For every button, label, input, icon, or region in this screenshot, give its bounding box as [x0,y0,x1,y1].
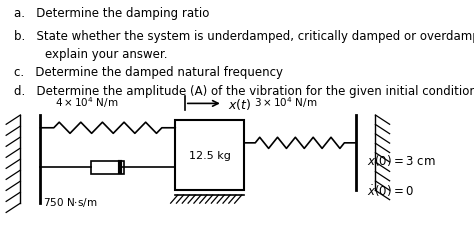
Text: 750 N$\cdot$s/m: 750 N$\cdot$s/m [43,195,97,208]
Text: $x(t)$: $x(t)$ [228,97,251,111]
Text: a.   Determine the damping ratio: a. Determine the damping ratio [14,7,210,20]
Text: b.   State whether the system is underdamped, critically damped or overdamped,: b. State whether the system is underdamp… [14,30,474,43]
Bar [91,161,124,174]
Text: d.   Determine the amplitude (A) of the vibration for the given initial conditio: d. Determine the amplitude (A) of the vi… [14,84,474,97]
Text: $\dot{x}(0) = 0$: $\dot{x}(0) = 0$ [367,183,414,198]
Text: 12.5 kg: 12.5 kg [189,150,231,160]
Text: explain your answer.: explain your answer. [45,47,167,60]
Text: $4 \times 10^4$ N/m: $4 \times 10^4$ N/m [55,95,118,110]
Bar [175,120,244,191]
Text: c.   Determine the damped natural frequency: c. Determine the damped natural frequenc… [14,66,283,79]
Text: $3 \times 10^4$ N/m: $3 \times 10^4$ N/m [254,95,317,110]
Text: $x(0) = 3$ cm: $x(0) = 3$ cm [367,152,436,167]
